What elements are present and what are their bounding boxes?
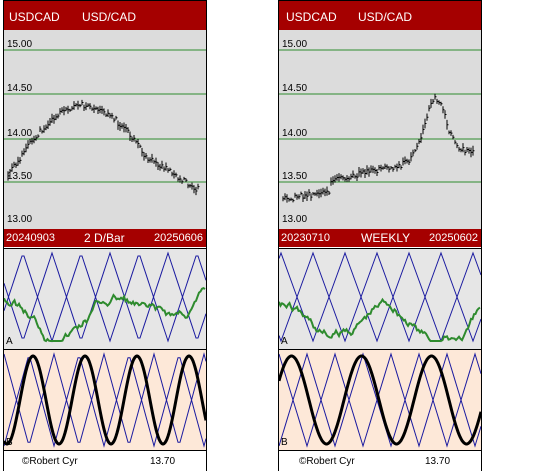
y-tick-label: 15.00 — [282, 39, 308, 50]
oscillator-line — [4, 286, 206, 343]
y-tick-label: 13.50 — [7, 171, 33, 182]
panel-footer: ©Robert Cyr 13.70 — [279, 450, 481, 471]
y-tick-label: 15.00 — [7, 39, 33, 50]
price-bars — [282, 93, 475, 203]
osc-a-label: A — [6, 336, 13, 347]
osc-a-label: A — [281, 336, 288, 347]
panel-footer: ©Robert Cyr 13.70 — [4, 450, 206, 471]
oscillator-b: B — [279, 349, 481, 450]
panel-header: USDCAD USD/CAD — [4, 1, 206, 30]
oscillator-b-svg — [279, 352, 481, 448]
date-range-bar: 20240903 2 D/Bar 20250606 — [4, 229, 206, 247]
date-end: 20250606 — [154, 232, 203, 244]
date-range-bar: 20230710 WEEKLY 20250602 — [279, 229, 481, 247]
osc-b-label: B — [281, 437, 288, 448]
oscillator-a: A — [4, 248, 206, 349]
zigzag-line — [4, 255, 206, 343]
oscillator-b-svg — [4, 352, 206, 448]
date-end: 20250602 — [429, 232, 478, 244]
price-bars — [7, 99, 200, 196]
chart-panel-left: USDCAD USD/CAD 15.00 14.50 14.00 13.50 1… — [3, 0, 207, 471]
last-value: 13.70 — [425, 456, 451, 467]
cycle-sine-line — [4, 354, 206, 446]
panel-header: USDCAD USD/CAD — [279, 1, 481, 30]
y-tick-label: 14.00 — [282, 128, 308, 139]
cycle-sine-line — [279, 354, 481, 446]
symbol-label: USDCAD — [286, 10, 337, 24]
y-tick-label: 14.50 — [282, 83, 308, 94]
oscillator-line — [279, 297, 481, 342]
osc-b-label: B — [6, 437, 13, 448]
y-tick-label: 14.50 — [7, 83, 33, 94]
oscillator-a: A — [279, 248, 481, 349]
chart-panel-right: USDCAD USD/CAD 15.00 14.50 14.00 13.50 1… — [278, 0, 482, 471]
price-chart-svg — [279, 49, 481, 203]
period-label: 2 D/Bar — [84, 231, 125, 245]
pair-label: USD/CAD — [82, 10, 137, 24]
oscillator-a-svg — [4, 251, 206, 343]
oscillator-b: B — [4, 349, 206, 450]
oscillator-a-svg — [279, 251, 481, 343]
y-tick-label: 13.50 — [282, 171, 308, 182]
credit-label: ©Robert Cyr — [299, 456, 355, 467]
last-value: 13.70 — [150, 456, 176, 467]
zigzag-line — [279, 251, 481, 343]
pair-label: USD/CAD — [358, 10, 413, 24]
y-tick-label: 13.00 — [282, 214, 308, 225]
date-start: 20240903 — [6, 232, 55, 244]
y-tick-label: 13.00 — [7, 214, 33, 225]
symbol-label: USDCAD — [9, 10, 60, 24]
price-chart-svg — [4, 49, 206, 196]
y-tick-label: 14.00 — [7, 128, 33, 139]
period-label: WEEKLY — [361, 231, 411, 245]
zigzag-line — [279, 251, 481, 343]
date-start: 20230710 — [281, 232, 330, 244]
zigzag-line — [4, 357, 206, 448]
price-chart: 15.00 14.50 14.00 13.50 13.00 — [4, 30, 206, 229]
credit-label: ©Robert Cyr — [22, 456, 78, 467]
zigzag-line — [279, 352, 481, 448]
price-chart: 15.00 14.50 14.00 13.50 13.00 — [279, 30, 481, 229]
